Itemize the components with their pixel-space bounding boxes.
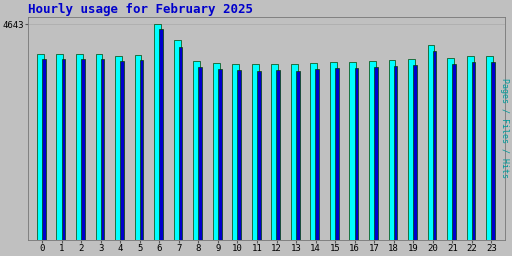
Bar bbox=[115, 56, 122, 240]
Bar bbox=[96, 54, 102, 240]
Bar bbox=[37, 54, 44, 240]
Bar bbox=[271, 64, 278, 240]
Bar bbox=[350, 61, 356, 240]
Bar bbox=[218, 69, 222, 240]
Y-axis label: Pages / Files / Hits: Pages / Files / Hits bbox=[500, 79, 509, 178]
Bar bbox=[238, 70, 241, 240]
Bar bbox=[56, 54, 63, 240]
Bar bbox=[42, 59, 46, 240]
Bar bbox=[389, 60, 395, 240]
Bar bbox=[276, 70, 280, 240]
Bar bbox=[154, 24, 161, 240]
Bar bbox=[335, 68, 339, 240]
Bar bbox=[433, 51, 436, 240]
Bar bbox=[179, 47, 182, 240]
Bar bbox=[428, 45, 435, 240]
Text: Hourly usage for February 2025: Hourly usage for February 2025 bbox=[29, 3, 253, 16]
Bar bbox=[193, 61, 200, 240]
Bar bbox=[81, 59, 85, 240]
Bar bbox=[491, 62, 495, 240]
Bar bbox=[354, 68, 358, 240]
Bar bbox=[257, 71, 261, 240]
Bar bbox=[452, 64, 456, 240]
Bar bbox=[232, 64, 239, 240]
Bar bbox=[374, 67, 378, 240]
Bar bbox=[140, 60, 143, 240]
Bar bbox=[408, 59, 415, 240]
Bar bbox=[291, 64, 297, 240]
Bar bbox=[310, 63, 317, 240]
Bar bbox=[135, 55, 141, 240]
Bar bbox=[486, 57, 493, 240]
Bar bbox=[447, 58, 454, 240]
Bar bbox=[100, 59, 104, 240]
Bar bbox=[120, 61, 124, 240]
Bar bbox=[159, 29, 163, 240]
Bar bbox=[413, 65, 417, 240]
Bar bbox=[174, 40, 181, 240]
Bar bbox=[76, 54, 83, 240]
Bar bbox=[315, 69, 319, 240]
Bar bbox=[213, 63, 220, 240]
Bar bbox=[61, 59, 66, 240]
Bar bbox=[330, 62, 337, 240]
Bar bbox=[369, 61, 376, 240]
Bar bbox=[198, 67, 202, 240]
Bar bbox=[252, 64, 259, 240]
Bar bbox=[466, 57, 474, 240]
Bar bbox=[394, 66, 397, 240]
Bar bbox=[472, 62, 476, 240]
Bar bbox=[296, 71, 300, 240]
